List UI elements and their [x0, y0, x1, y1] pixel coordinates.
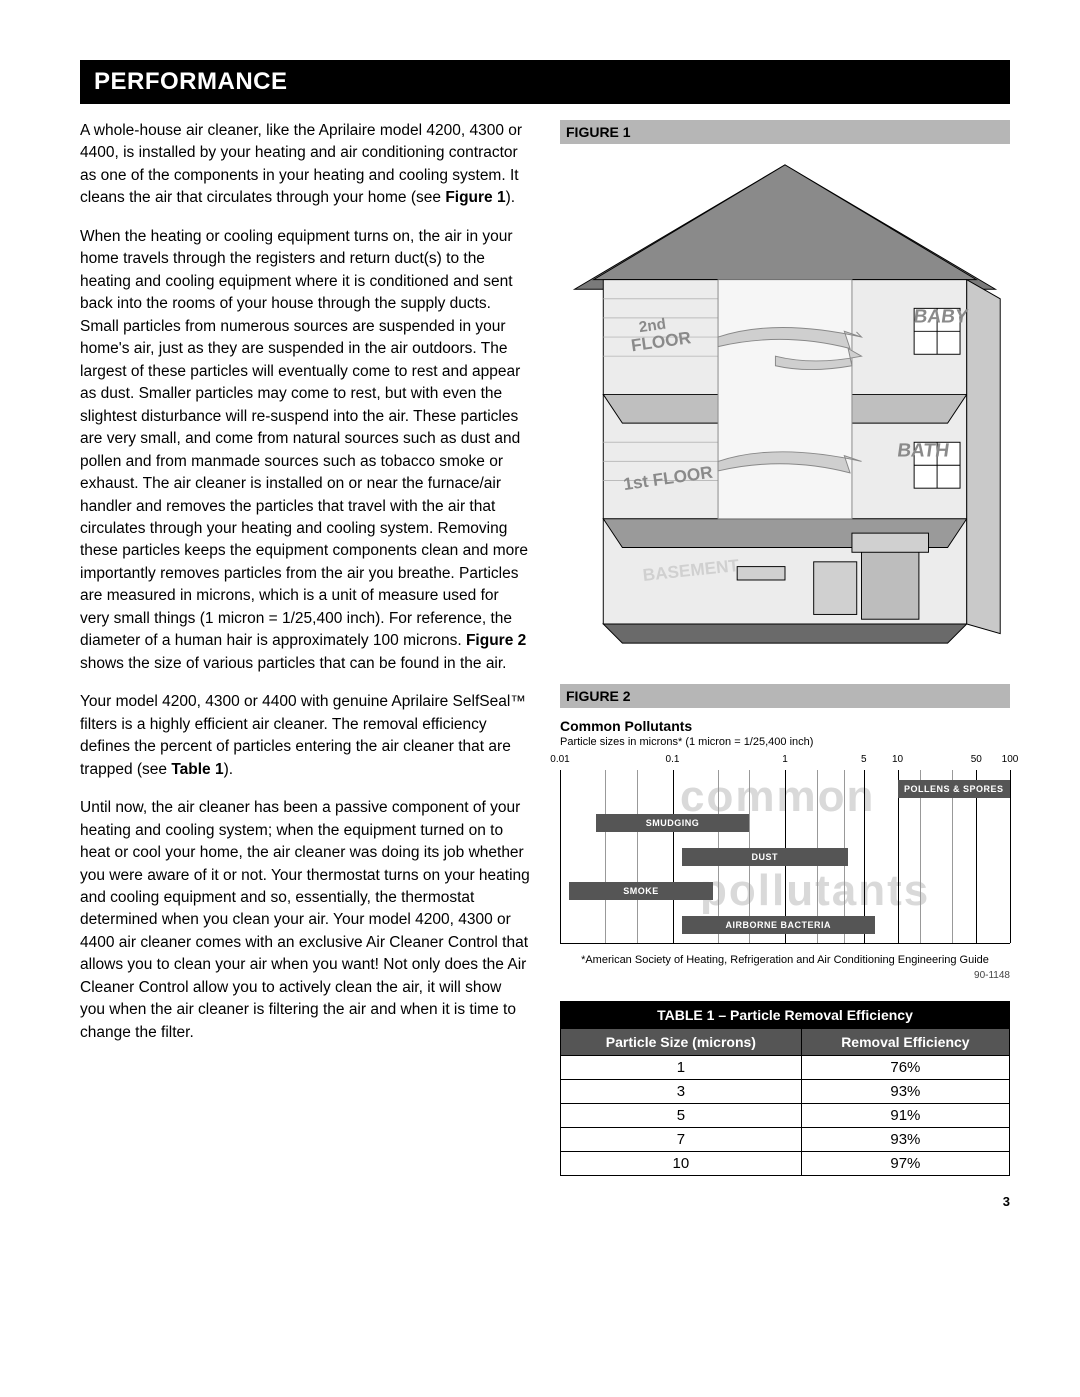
chart-minor-gridline: [605, 770, 606, 943]
pollutant-bar: DUST: [682, 848, 849, 866]
page-number: 3: [80, 1194, 1010, 1209]
cell-size: 1: [561, 1056, 802, 1080]
figures-column: FIGURE 1: [560, 120, 1010, 1176]
figure1-header: FIGURE 1: [560, 120, 1010, 144]
table-row: 176%: [561, 1056, 1010, 1080]
bg-word-pollutants: pollutants: [700, 866, 930, 916]
figure2-header: FIGURE 2: [560, 684, 1010, 708]
pollutant-size-chart: common pollutants 0.010.1151050100POLLEN…: [560, 754, 1010, 944]
chart-tick-label: 10: [892, 754, 903, 765]
para-1-b: Figure 1: [445, 189, 505, 206]
table1-title: TABLE 1 – Particle Removal Efficiency: [561, 1002, 1010, 1029]
para-3: Your model 4200, 4300 or 4400 with genui…: [80, 691, 530, 781]
table-row: 793%: [561, 1128, 1010, 1152]
table-row: 591%: [561, 1104, 1010, 1128]
chart-tick-label: 50: [971, 754, 982, 765]
chart-minor-gridline: [637, 770, 638, 943]
section-header: PERFORMANCE: [80, 60, 1010, 104]
table1-col2: Removal Efficiency: [801, 1029, 1009, 1056]
house-cutaway-icon: BABY BATH 2nd FLOOR 1st FLOOR BASEMENT: [565, 154, 1005, 654]
table1-col1: Particle Size (microns): [561, 1029, 802, 1056]
cell-eff: 97%: [801, 1152, 1009, 1176]
cell-size: 5: [561, 1104, 802, 1128]
figure2-subtitle: Particle sizes in microns* (1 micron = 1…: [560, 736, 1010, 748]
label-bath: BATH: [896, 441, 951, 462]
cell-eff: 93%: [801, 1128, 1009, 1152]
figure2-footnote: *American Society of Heating, Refrigerat…: [560, 954, 1010, 966]
pollutant-bar: SMUDGING: [596, 814, 749, 832]
chart-tick-label: 100: [1002, 754, 1019, 765]
para-2-b: Figure 2: [466, 632, 526, 649]
pollutant-bar: AIRBORNE BACTERIA: [682, 916, 876, 934]
cell-size: 10: [561, 1152, 802, 1176]
para-1: A whole-house air cleaner, like the Apri…: [80, 120, 530, 210]
cell-size: 3: [561, 1080, 802, 1104]
label-baby: BABY: [912, 307, 969, 328]
body-text-column: A whole-house air cleaner, like the Apri…: [80, 120, 530, 1176]
cell-size: 7: [561, 1128, 802, 1152]
cell-eff: 91%: [801, 1104, 1009, 1128]
chart-tick-label: 0.01: [550, 754, 569, 765]
table-row: 393%: [561, 1080, 1010, 1104]
para-4: Until now, the air cleaner has been a pa…: [80, 797, 530, 1044]
cell-eff: 93%: [801, 1080, 1009, 1104]
chart-gridline: [560, 770, 561, 943]
para-3-b: Table 1: [171, 761, 223, 778]
para-3-a: Your model 4200, 4300 or 4400 with genui…: [80, 693, 526, 777]
chart-gridline: [1010, 770, 1011, 943]
table-row: 1097%: [561, 1152, 1010, 1176]
pollutant-bar: POLLENS & SPORES: [898, 780, 1011, 798]
particle-efficiency-table: TABLE 1 – Particle Removal Efficiency Pa…: [560, 1001, 1010, 1176]
chart-tick-label: 5: [861, 754, 867, 765]
two-column-layout: A whole-house air cleaner, like the Apri…: [80, 120, 1010, 1176]
pollutant-bar: SMOKE: [569, 882, 713, 900]
para-3-c: ).: [224, 761, 233, 778]
para-2: When the heating or cooling equipment tu…: [80, 226, 530, 675]
figure2-code: 90-1148: [560, 970, 1010, 981]
para-1-c: ).: [506, 189, 515, 206]
cell-eff: 76%: [801, 1056, 1009, 1080]
para-2-c: shows the size of various particles that…: [80, 655, 507, 672]
para-2-a: When the heating or cooling equipment tu…: [80, 228, 528, 649]
figure2-title: Common Pollutants: [560, 718, 1010, 734]
chart-tick-label: 0.1: [666, 754, 680, 765]
chart-tick-label: 1: [782, 754, 788, 765]
chart-gridline: [673, 770, 674, 943]
figure1-diagram: BABY BATH 2nd FLOOR 1st FLOOR BASEMENT: [560, 154, 1010, 654]
